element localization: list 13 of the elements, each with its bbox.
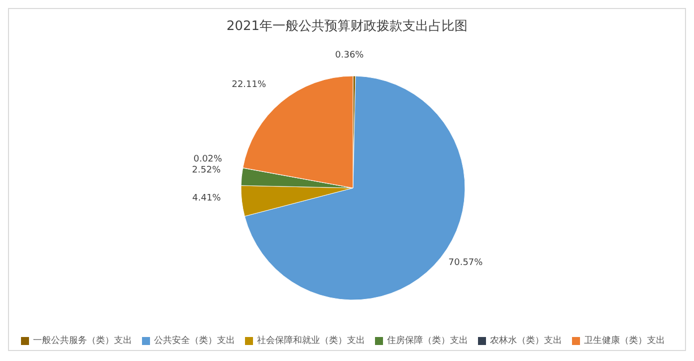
legend-label: 公共安全（类）支出 xyxy=(154,336,235,346)
legend-label: 住房保障（类）支出 xyxy=(387,336,468,346)
chart-title: 2021年一般公共预算财政拨款支出占比图 xyxy=(225,18,469,36)
data-label: 0.36% xyxy=(335,50,364,60)
legend-label: 农林水（类）支出 xyxy=(490,336,562,346)
legend-label: 社会保障和就业（类）支出 xyxy=(257,336,365,346)
legend-label: 卫生健康（类）支出 xyxy=(584,336,665,346)
data-label: 0.02% xyxy=(193,154,223,165)
data-label: 2.52% xyxy=(192,166,222,176)
data-label: 22.11% xyxy=(232,80,266,90)
data-label: 4.41% xyxy=(192,193,222,204)
data-label: 70.57% xyxy=(448,258,484,268)
legend-label: 一般公共服务（类）支出 xyxy=(33,336,132,346)
